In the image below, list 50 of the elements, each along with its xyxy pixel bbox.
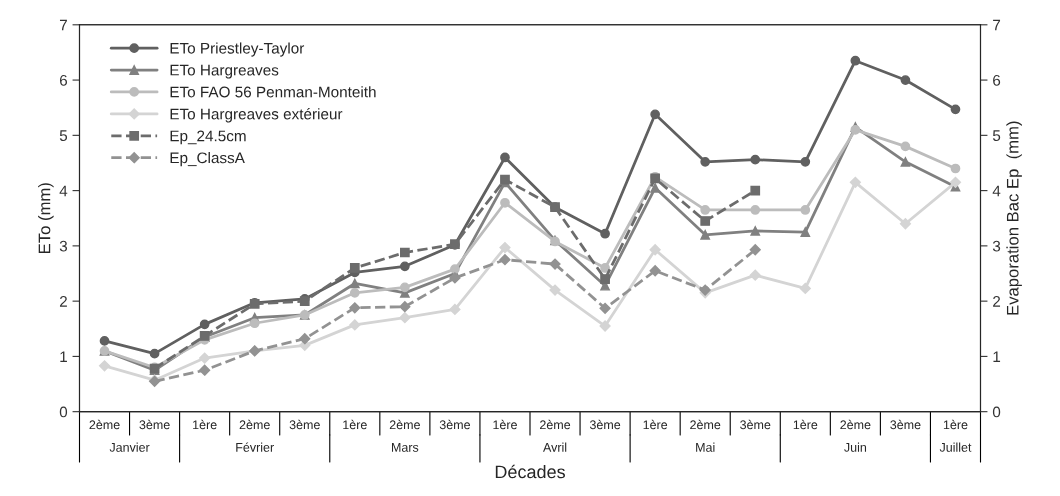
x-tick-label: 2ème <box>89 419 120 430</box>
text: Février <box>236 442 274 452</box>
y2-tick-label: 2 <box>993 296 1001 307</box>
y-tick-label: 1 <box>60 351 67 362</box>
x-tick-label: 3ème <box>139 419 170 430</box>
x-tick-label: 3ème <box>589 419 621 430</box>
x-tick-label: 3ème <box>890 419 921 430</box>
y-axis-title: ETo (mm) <box>38 183 54 253</box>
text: Janvier <box>109 442 150 452</box>
y-tick-label: 3 <box>59 240 68 252</box>
legend-label: ETo Hargreaves extérieur <box>170 108 343 123</box>
y-tick-label: 7 <box>59 19 67 31</box>
x-tick-label: 1ère <box>343 419 367 430</box>
legend-label: ETo Priestley-Taylor <box>170 42 305 57</box>
x-tick-label: 3ème <box>439 419 470 430</box>
legend-label: Ep_24.5cm <box>170 130 246 145</box>
x-tick-label: 1ère <box>193 419 217 430</box>
x-tick-label: 2ème <box>540 419 571 430</box>
x-tick-label: 1ère <box>793 419 818 430</box>
text: Juin <box>844 442 867 452</box>
y2-tick-label: 3 <box>992 240 1001 252</box>
y-tick-label: 4 <box>59 185 68 197</box>
y2-tick-label: 6 <box>993 74 1001 86</box>
legend-label: ETo Hargreaves <box>170 64 279 79</box>
legend-label: Ep_ClassA <box>170 152 245 167</box>
legend-label: ETo FAO 56 Penman-Monteith <box>170 86 376 98</box>
y2-tick-label: 0 <box>992 406 1001 418</box>
y2-tick-label: 4 <box>992 185 1001 197</box>
y-tick-label: 6 <box>59 74 68 86</box>
x-tick-label: 1ère <box>643 419 668 430</box>
x-tick-label: 1ère <box>943 419 968 430</box>
y2-tick-label: 5 <box>992 130 1001 142</box>
x-tick-label: 2ème <box>389 419 420 430</box>
text: Juillet <box>939 442 972 452</box>
x-axis-title: Décades <box>495 464 565 479</box>
y2-axis-title: Evaporation Bac Ep (mm) <box>1006 121 1022 315</box>
x-tick-label: 2ème <box>239 419 270 430</box>
y-tick-label: 0 <box>59 406 68 418</box>
y-tick-label: 5 <box>59 130 68 142</box>
x-tick-label: 1ère <box>493 419 517 430</box>
text: Mai <box>696 442 715 452</box>
x-tick-label: 2ème <box>690 419 721 430</box>
y-tick-label: 2 <box>59 296 67 307</box>
y2-tick-label: 1 <box>993 351 1001 362</box>
text: Mars <box>392 443 419 452</box>
x-tick-label: 3ème <box>289 419 320 430</box>
x-tick-label: 3ème <box>740 419 771 430</box>
text: Avril <box>543 442 567 452</box>
y2-tick-label: 7 <box>993 19 1001 31</box>
x-tick-label: 2ème <box>840 419 871 430</box>
